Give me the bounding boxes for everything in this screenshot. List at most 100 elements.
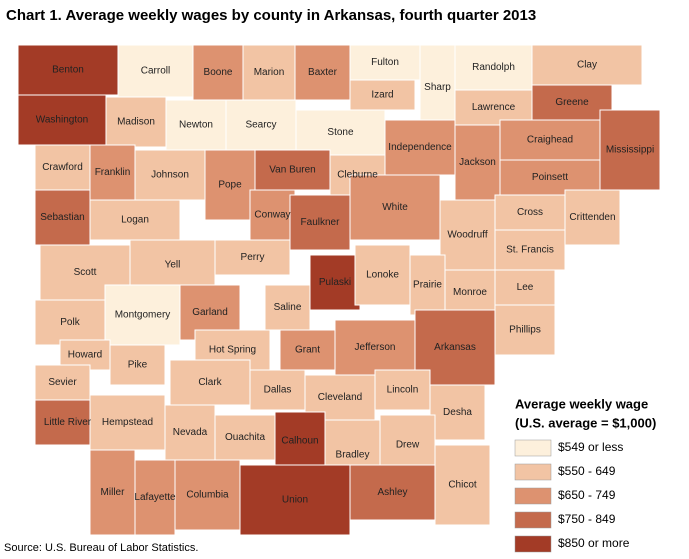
county-area bbox=[204, 149, 256, 221]
county-label: Bradley bbox=[336, 450, 370, 461]
county-label: Miller bbox=[101, 487, 126, 498]
county-area bbox=[564, 189, 621, 246]
county-label: Benton bbox=[52, 65, 84, 76]
county-label: Woodruff bbox=[447, 230, 487, 241]
county-label: Scott bbox=[74, 267, 97, 278]
county-label: Chicot bbox=[448, 480, 477, 491]
county-area bbox=[264, 284, 311, 331]
county-area bbox=[89, 199, 181, 241]
county-map bbox=[17, 44, 661, 536]
county-label: Cleburne bbox=[337, 170, 378, 181]
county-area bbox=[89, 394, 166, 451]
county-label: Izard bbox=[371, 90, 393, 101]
county-area bbox=[17, 94, 107, 146]
county-area bbox=[354, 244, 411, 306]
county-area bbox=[531, 84, 613, 121]
county-area bbox=[494, 269, 556, 306]
county-label: Howard bbox=[68, 350, 102, 361]
county-area bbox=[214, 414, 276, 461]
county-area bbox=[454, 124, 501, 201]
county-area bbox=[34, 144, 91, 191]
county-label: Lee bbox=[517, 282, 534, 293]
county-area bbox=[434, 444, 491, 526]
legend-swatch bbox=[514, 535, 552, 553]
county-area bbox=[499, 159, 601, 196]
county-label: Boone bbox=[204, 67, 233, 78]
county-label: Phillips bbox=[509, 325, 541, 336]
county-area bbox=[34, 189, 91, 246]
county-label: Desha bbox=[443, 407, 472, 418]
county-area bbox=[17, 44, 119, 96]
legend-swatch bbox=[514, 439, 552, 457]
county-label: Madison bbox=[117, 117, 155, 128]
county-label: Conway bbox=[254, 210, 290, 221]
county-label: Yell bbox=[165, 260, 181, 271]
county-area bbox=[89, 144, 136, 201]
county-label: Newton bbox=[179, 120, 213, 131]
county-label: Ouachita bbox=[225, 432, 265, 443]
legend-label: $750 - 849 bbox=[558, 512, 616, 526]
county-label: Monroe bbox=[453, 287, 487, 298]
county-label: Crittenden bbox=[569, 212, 615, 223]
county-label: Prairie bbox=[413, 280, 442, 291]
county-area bbox=[374, 369, 431, 411]
county-label: Pulaski bbox=[319, 277, 351, 288]
county-area bbox=[104, 284, 181, 346]
county-label: Franklin bbox=[95, 167, 131, 178]
county-area bbox=[134, 149, 206, 201]
county-area bbox=[34, 299, 106, 346]
county-label: Logan bbox=[121, 215, 149, 226]
county-area bbox=[134, 459, 176, 536]
county-label: Arkansas bbox=[434, 342, 476, 353]
county-label: Montgomery bbox=[115, 310, 171, 321]
county-label: Fulton bbox=[371, 57, 399, 68]
county-label: Crawford bbox=[42, 162, 83, 173]
county-label: Poinsett bbox=[532, 172, 568, 183]
legend-label: $550 - 649 bbox=[558, 464, 616, 478]
county-label: Calhoun bbox=[281, 436, 318, 447]
county-area bbox=[192, 44, 244, 101]
county-area bbox=[214, 239, 291, 276]
county-area bbox=[454, 89, 533, 126]
county-label: Clark bbox=[198, 377, 222, 388]
county-area bbox=[454, 44, 533, 91]
county-label: Nevada bbox=[173, 427, 208, 438]
county-label: Drew bbox=[396, 440, 420, 451]
county-label: Sevier bbox=[48, 377, 77, 388]
county-area bbox=[349, 44, 421, 81]
county-label: Hempstead bbox=[102, 417, 153, 428]
county-label: Dallas bbox=[264, 385, 292, 396]
county-label: Pope bbox=[218, 180, 242, 191]
county-label: Union bbox=[282, 495, 308, 506]
county-label: Jackson bbox=[459, 157, 496, 168]
county-area bbox=[254, 149, 331, 191]
county-label: Van Buren bbox=[269, 165, 316, 176]
county-label: Marion bbox=[254, 67, 285, 78]
county-label: Baxter bbox=[308, 67, 338, 78]
county-area bbox=[349, 464, 436, 521]
county-area bbox=[109, 344, 166, 386]
title: Chart 1. Average weekly wages by county … bbox=[6, 7, 536, 24]
county-label: Garland bbox=[192, 307, 228, 318]
county-label: Cross bbox=[517, 207, 543, 218]
county-label: Stone bbox=[327, 127, 354, 138]
county-area bbox=[174, 459, 241, 531]
county-label: Polk bbox=[60, 317, 80, 328]
county-label: Craighead bbox=[527, 135, 573, 146]
legend-label: $850 or more bbox=[558, 536, 630, 550]
legend-swatch bbox=[514, 511, 552, 529]
legend: $549 or less $550 - 649 $650 - 749 $750 - 8… bbox=[514, 439, 630, 553]
county-area bbox=[309, 254, 361, 311]
county-label: Columbia bbox=[186, 490, 229, 501]
county-label: Sharp bbox=[424, 82, 451, 93]
county-label: Clay bbox=[577, 60, 597, 71]
legend-title: Average weekly wage bbox=[515, 396, 648, 411]
county-label: Lincoln bbox=[387, 385, 419, 396]
county-area bbox=[165, 99, 227, 151]
county-label: Searcy bbox=[245, 120, 276, 131]
county-label: Independence bbox=[388, 142, 452, 153]
county-label: Washington bbox=[36, 115, 88, 126]
county-area bbox=[494, 229, 566, 271]
county-label: Randolph bbox=[472, 62, 515, 73]
